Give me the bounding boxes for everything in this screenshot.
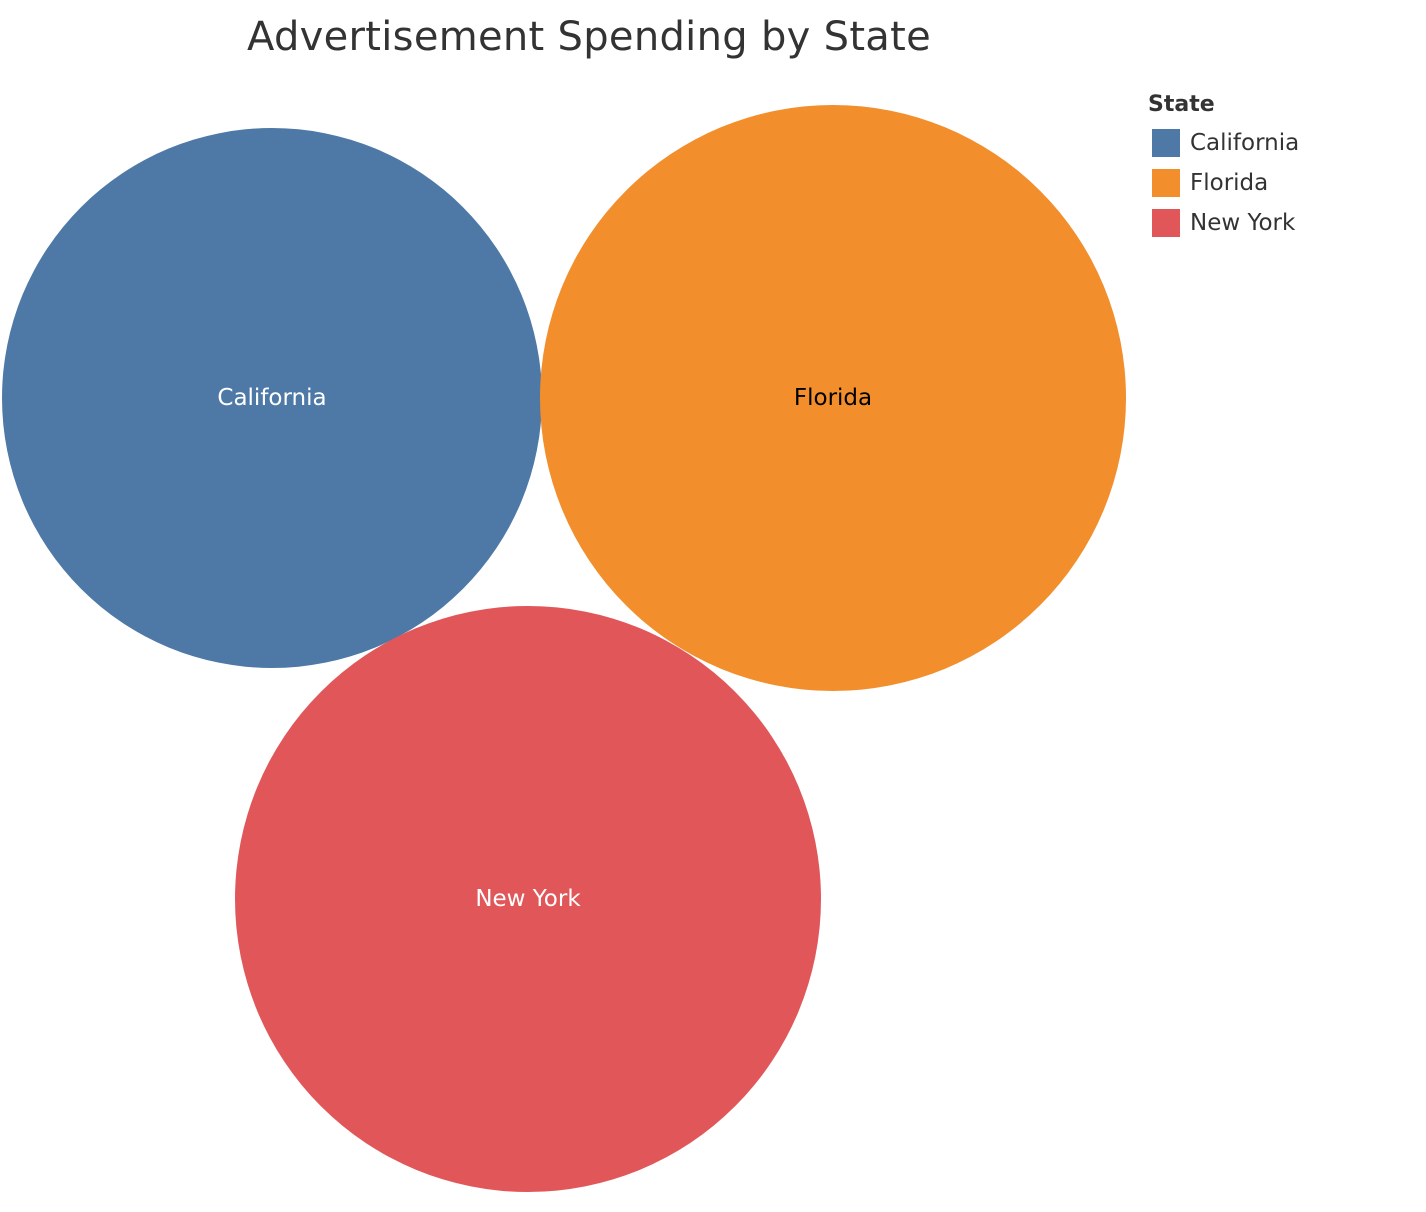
legend-swatch <box>1152 209 1180 237</box>
bubble-label-new-york: New York <box>475 886 581 912</box>
bubble-new-york[interactable] <box>235 606 821 1192</box>
legend-item-california[interactable]: California <box>1148 123 1299 163</box>
legend: State California Florida New York <box>1148 92 1299 243</box>
legend-label: New York <box>1190 210 1296 236</box>
legend-items: California Florida New York <box>1148 123 1299 243</box>
legend-item-new-york[interactable]: New York <box>1148 203 1299 243</box>
bubble-chart: California Florida New York <box>2 105 1126 1192</box>
legend-swatch <box>1152 129 1180 157</box>
legend-swatch <box>1152 169 1180 197</box>
legend-label: Florida <box>1190 170 1269 196</box>
bubble-california[interactable] <box>2 128 542 668</box>
bubble-label-california: California <box>217 385 326 411</box>
legend-label: California <box>1190 130 1300 156</box>
legend-title: State <box>1148 92 1215 117</box>
chart-title: Advertisement Spending by State <box>247 14 932 60</box>
bubble-label-florida: Florida <box>794 385 872 411</box>
bubble-florida[interactable] <box>540 105 1126 691</box>
legend-item-florida[interactable]: Florida <box>1148 163 1299 203</box>
